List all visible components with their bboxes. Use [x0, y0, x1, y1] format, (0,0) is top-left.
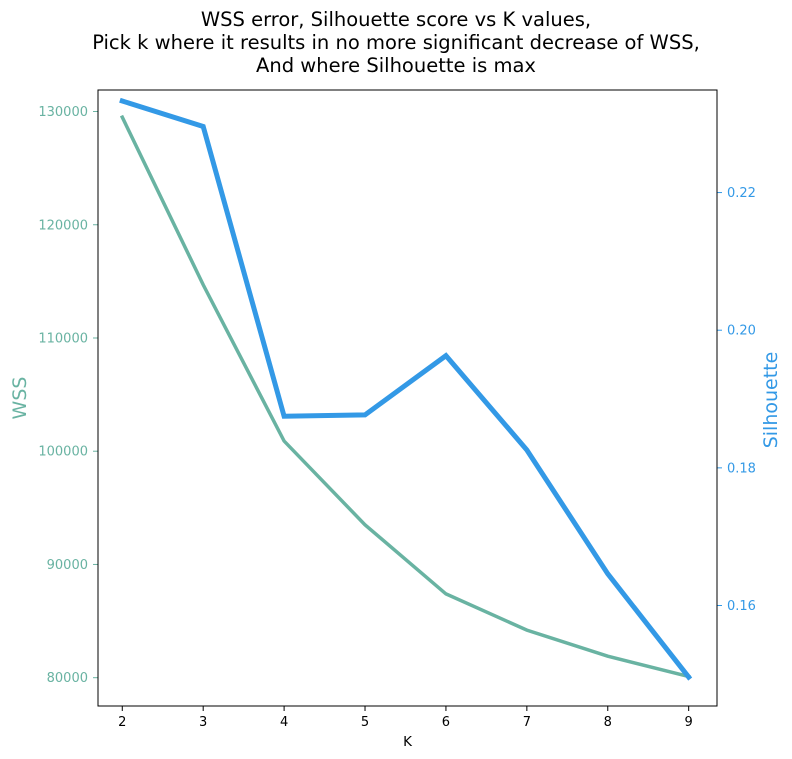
y-right-tick-label: 0.18 — [727, 461, 756, 476]
y-left-tick-label: 120000 — [38, 218, 88, 233]
x-tick-label: 7 — [523, 715, 531, 730]
chart-title-line-2: Pick k where it results in no more signi… — [92, 31, 700, 54]
x-tick-label: 9 — [685, 715, 693, 730]
y-left-axis-ticks: 80000 90000 100000 110000 120000 130000 — [38, 105, 98, 686]
y-right-axis-ticks: 0.16 0.18 0.20 0.22 — [717, 186, 756, 614]
plot-frame — [97, 89, 718, 707]
y-left-axis-label: WSS — [9, 377, 31, 420]
chart-title-line-3: And where Silhouette is max — [256, 54, 536, 77]
silhouette-series-line — [119, 97, 693, 681]
y-left-tick-label: 100000 — [38, 445, 88, 460]
y-left-tick-label: 90000 — [47, 558, 88, 573]
x-axis-label: K — [403, 734, 413, 750]
x-tick-label: 3 — [199, 715, 207, 730]
x-axis-ticks: 2 3 4 5 6 7 8 9 — [118, 706, 693, 730]
y-right-tick-label: 0.16 — [727, 599, 756, 614]
y-right-tick-label: 0.22 — [727, 186, 756, 201]
y-right-axis-label: Silhouette — [760, 352, 782, 449]
x-tick-label: 8 — [604, 715, 612, 730]
y-left-tick-label: 130000 — [38, 105, 88, 120]
x-tick-label: 2 — [118, 715, 126, 730]
x-tick-label: 4 — [280, 715, 288, 730]
chart-title-line-1: WSS error, Silhouette score vs K values, — [200, 8, 592, 31]
x-tick-label: 5 — [361, 715, 369, 730]
y-left-tick-label: 80000 — [47, 671, 88, 686]
wss-series-line — [119, 114, 691, 679]
y-left-tick-label: 110000 — [38, 331, 88, 346]
y-right-tick-label: 0.20 — [727, 324, 756, 339]
x-tick-label: 6 — [442, 715, 450, 730]
plot-lines — [119, 97, 693, 681]
